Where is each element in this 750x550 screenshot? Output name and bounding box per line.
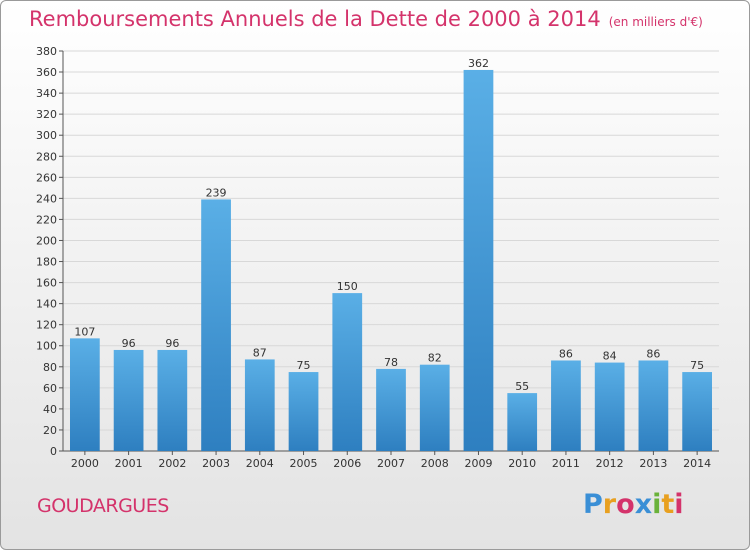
x-tick-label: 2000 (71, 457, 99, 470)
bar-value-label: 96 (165, 337, 179, 350)
logo-letter: x (634, 489, 653, 520)
bar (332, 293, 363, 451)
bar-value-label: 86 (559, 347, 573, 360)
bar (69, 338, 100, 451)
proxiti-logo[interactable]: Proxiti (583, 489, 684, 520)
y-tick-label: 20 (43, 424, 57, 437)
bar (157, 349, 188, 451)
bar-value-label: 150 (337, 280, 358, 293)
y-tick-label: 320 (36, 108, 57, 121)
x-tick-label: 2010 (508, 457, 536, 470)
bar-value-label: 55 (515, 380, 529, 393)
y-tick-label: 200 (36, 234, 57, 247)
value-labels: 107 96 96 239 87 75 150 78 82 362 55 86 84 86 75 (74, 57, 704, 393)
logo-letter: t (661, 489, 675, 520)
bar-value-label: 87 (253, 346, 267, 359)
x-tick-label: 2013 (639, 457, 667, 470)
x-tick-label: 2007 (377, 457, 405, 470)
y-tick-label: 380 (36, 45, 57, 58)
chart-title: Remboursements Annuels de la Dette de 20… (29, 7, 703, 31)
y-tick-label: 0 (50, 445, 57, 458)
x-tick-label: 2011 (552, 457, 580, 470)
bar (551, 360, 581, 451)
tick-labels: 0 20 40 60 80 100 120 140 160 180 200 220 240 260 280 3… (36, 45, 711, 470)
y-tick-label: 340 (36, 87, 57, 100)
bar (376, 368, 406, 451)
bar-value-label: 86 (646, 347, 660, 360)
y-tick-label: 60 (43, 382, 57, 395)
y-tick-label: 300 (36, 129, 57, 142)
bar-value-label: 75 (297, 359, 311, 372)
x-tick-label: 2005 (290, 457, 318, 470)
bar (113, 349, 144, 451)
y-tick-label: 40 (43, 403, 57, 416)
x-tick-label: 2009 (464, 457, 492, 470)
x-tick-label: 2003 (202, 457, 230, 470)
bar-value-label: 239 (206, 186, 227, 199)
bar (507, 393, 538, 451)
x-tick-label: 2002 (158, 457, 186, 470)
y-tick-label: 280 (36, 150, 57, 163)
y-tick-label: 80 (43, 361, 57, 374)
bar (201, 199, 231, 451)
bar-value-label: 78 (384, 356, 398, 369)
bar (638, 360, 669, 451)
x-tick-label: 2001 (115, 457, 143, 470)
bar (288, 372, 319, 451)
x-tick-label: 2006 (333, 457, 361, 470)
x-tick-label: 2004 (246, 457, 274, 470)
bars (69, 69, 713, 452)
town-name: GOUDARGUES (37, 495, 169, 517)
chart-unit: (en milliers d'€) (608, 15, 703, 29)
y-tick-label: 140 (36, 298, 57, 311)
y-tick-label: 260 (36, 171, 57, 184)
logo-letter: r (602, 489, 617, 520)
y-tick-label: 180 (36, 256, 57, 269)
logo-letter: i (652, 489, 662, 520)
y-tick-label: 240 (36, 192, 57, 205)
x-tick-label: 2008 (421, 457, 449, 470)
y-tick-label: 220 (36, 213, 57, 226)
logo-letter: o (616, 489, 635, 520)
bar (594, 362, 625, 451)
x-tick-label: 2012 (596, 457, 624, 470)
bar-value-label: 107 (74, 325, 95, 338)
y-tick-label: 160 (36, 277, 57, 290)
y-tick-label: 120 (36, 319, 57, 332)
bar (682, 372, 713, 451)
bar-value-label: 96 (122, 337, 136, 350)
logo-letter: P (583, 489, 603, 520)
bar-value-label: 362 (468, 57, 489, 70)
y-tick-label: 360 (36, 66, 57, 79)
chart-title-text: Remboursements Annuels de la Dette de 20… (29, 7, 601, 31)
bar (419, 364, 450, 451)
bar-value-label: 75 (690, 359, 704, 372)
bar (463, 69, 494, 452)
bar-value-label: 84 (603, 350, 617, 363)
x-tick-label: 2014 (683, 457, 711, 470)
logo-letter: i (674, 489, 684, 520)
bar-value-label: 82 (428, 352, 442, 365)
y-tick-label: 100 (36, 340, 57, 353)
bar (244, 359, 275, 451)
